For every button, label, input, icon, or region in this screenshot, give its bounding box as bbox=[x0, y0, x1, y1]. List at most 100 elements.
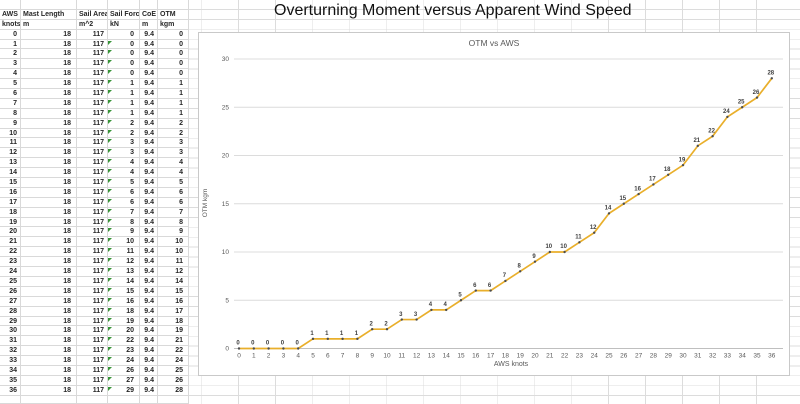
cell[interactable]: 117 bbox=[77, 79, 108, 90]
table-row[interactable]: 22 18 117 11 9.4 10 bbox=[0, 247, 189, 258]
table-row[interactable]: 10 18 117 2 9.4 2 bbox=[0, 128, 189, 139]
data-point[interactable] bbox=[681, 163, 685, 167]
cell[interactable]: 9.4 bbox=[140, 356, 158, 366]
cell[interactable]: 18 bbox=[21, 276, 77, 287]
cell[interactable]: 1 bbox=[158, 108, 189, 119]
cell[interactable]: 18 bbox=[21, 128, 77, 139]
col-header-sail-area[interactable]: Sail Area bbox=[77, 9, 108, 20]
cell[interactable]: 11 bbox=[0, 138, 21, 149]
cell[interactable]: 9.4 bbox=[140, 59, 158, 70]
cell[interactable]: 9 bbox=[158, 227, 189, 238]
cell[interactable]: 9.4 bbox=[140, 39, 158, 50]
cell[interactable]: 18 bbox=[21, 98, 77, 109]
cell[interactable]: 18 bbox=[21, 89, 77, 99]
cell[interactable]: 10 bbox=[108, 237, 140, 248]
table-row[interactable]: 0 18 117 0 9.4 0 bbox=[0, 29, 189, 40]
table-row[interactable]: 30 18 117 20 9.4 19 bbox=[0, 326, 189, 337]
cell[interactable]: 0 bbox=[158, 39, 189, 50]
cell[interactable]: 18 bbox=[21, 168, 77, 179]
cell[interactable]: 19 bbox=[108, 316, 140, 327]
cell[interactable]: 22 bbox=[108, 336, 140, 347]
cell[interactable]: 6 bbox=[108, 197, 140, 208]
cell[interactable]: 9.4 bbox=[140, 197, 158, 208]
cell[interactable]: 9.4 bbox=[140, 138, 158, 149]
cell[interactable]: 117 bbox=[77, 237, 108, 248]
cell[interactable] bbox=[77, 395, 108, 404]
cell[interactable]: 26 bbox=[108, 365, 140, 376]
cell[interactable]: 3 bbox=[0, 59, 21, 70]
cell[interactable]: 20 bbox=[0, 227, 21, 238]
cell[interactable]: 117 bbox=[77, 296, 108, 307]
data-point[interactable] bbox=[415, 318, 418, 321]
cell[interactable]: 16 bbox=[0, 187, 21, 198]
cell[interactable]: 9.4 bbox=[140, 217, 158, 228]
cell[interactable]: 0 bbox=[158, 49, 189, 60]
cell[interactable]: 0 bbox=[108, 29, 140, 40]
cell[interactable]: 117 bbox=[77, 356, 108, 366]
cell[interactable]: 117 bbox=[77, 49, 108, 60]
cell[interactable]: 7 bbox=[0, 98, 21, 109]
cell[interactable]: 13 bbox=[108, 267, 140, 277]
table-row[interactable]: 2 18 117 0 9.4 0 bbox=[0, 49, 189, 60]
empty-row[interactable] bbox=[0, 395, 189, 404]
table-row[interactable]: 16 18 117 6 9.4 6 bbox=[0, 187, 189, 198]
cell[interactable]: 17 bbox=[158, 306, 189, 317]
cell[interactable]: 16 bbox=[158, 296, 189, 307]
cell[interactable]: 18 bbox=[21, 79, 77, 90]
cell[interactable]: 18 bbox=[21, 29, 77, 40]
cell[interactable]: 1 bbox=[108, 89, 140, 99]
table-row[interactable]: 13 18 117 4 9.4 4 bbox=[0, 158, 189, 169]
cell[interactable]: 27 bbox=[108, 375, 140, 386]
cell[interactable]: 117 bbox=[77, 365, 108, 376]
cell[interactable]: 18 bbox=[21, 207, 77, 218]
cell[interactable]: 5 bbox=[158, 178, 189, 188]
unit-m[interactable]: m bbox=[21, 19, 77, 30]
cell[interactable]: 6 bbox=[0, 89, 21, 99]
cell[interactable]: 117 bbox=[77, 257, 108, 268]
cell[interactable]: 9.4 bbox=[140, 79, 158, 90]
cell[interactable]: 29 bbox=[108, 385, 140, 396]
cell[interactable]: 18 bbox=[21, 257, 77, 268]
data-point[interactable] bbox=[267, 347, 270, 350]
cell[interactable]: 0 bbox=[158, 69, 189, 80]
table-row[interactable]: 25 18 117 14 9.4 14 bbox=[0, 276, 189, 287]
cell[interactable]: 12 bbox=[0, 148, 21, 159]
cell[interactable]: 117 bbox=[77, 385, 108, 396]
cell[interactable]: 18 bbox=[158, 316, 189, 327]
cell[interactable]: 6 bbox=[158, 187, 189, 198]
data-point[interactable] bbox=[548, 250, 551, 254]
table-row[interactable]: 17 18 117 6 9.4 6 bbox=[0, 197, 189, 208]
cell[interactable]: 117 bbox=[77, 69, 108, 80]
cell[interactable]: 9.4 bbox=[140, 69, 158, 80]
cell[interactable]: 1 bbox=[158, 98, 189, 109]
cell[interactable]: 9.4 bbox=[140, 326, 158, 337]
cell[interactable]: 117 bbox=[77, 168, 108, 179]
data-point[interactable] bbox=[504, 279, 507, 283]
cell[interactable]: 117 bbox=[77, 148, 108, 159]
table-row[interactable]: 27 18 117 16 9.4 16 bbox=[0, 296, 189, 307]
cell[interactable]: 18 bbox=[21, 138, 77, 149]
cell[interactable]: 3 bbox=[158, 138, 189, 149]
data-point[interactable] bbox=[770, 77, 773, 80]
table-row[interactable]: 6 18 117 1 9.4 1 bbox=[0, 89, 189, 99]
table-row[interactable]: 7 18 117 1 9.4 1 bbox=[0, 98, 189, 109]
cell[interactable]: 24 bbox=[108, 356, 140, 366]
data-point[interactable] bbox=[622, 202, 625, 205]
cell[interactable]: 117 bbox=[77, 286, 108, 297]
cell[interactable]: 18 bbox=[21, 158, 77, 169]
cell[interactable]: 18 bbox=[21, 346, 77, 357]
cell[interactable]: 31 bbox=[0, 336, 21, 347]
cell[interactable]: 11 bbox=[108, 247, 140, 258]
col-header-sail-force[interactable]: Sail Force bbox=[108, 9, 140, 20]
cell[interactable]: 117 bbox=[77, 29, 108, 40]
cell[interactable]: 26 bbox=[0, 286, 21, 297]
cell[interactable]: 21 bbox=[158, 336, 189, 347]
cell[interactable]: 17 bbox=[0, 197, 21, 208]
cell[interactable]: 9.4 bbox=[140, 237, 158, 248]
cell[interactable]: 4 bbox=[108, 168, 140, 179]
cell[interactable]: 21 bbox=[0, 237, 21, 248]
cell[interactable] bbox=[108, 0, 140, 10]
cell[interactable]: 9.4 bbox=[140, 316, 158, 327]
cell[interactable]: 23 bbox=[0, 257, 21, 268]
col-header-coe[interactable]: CoE bbox=[140, 9, 158, 20]
